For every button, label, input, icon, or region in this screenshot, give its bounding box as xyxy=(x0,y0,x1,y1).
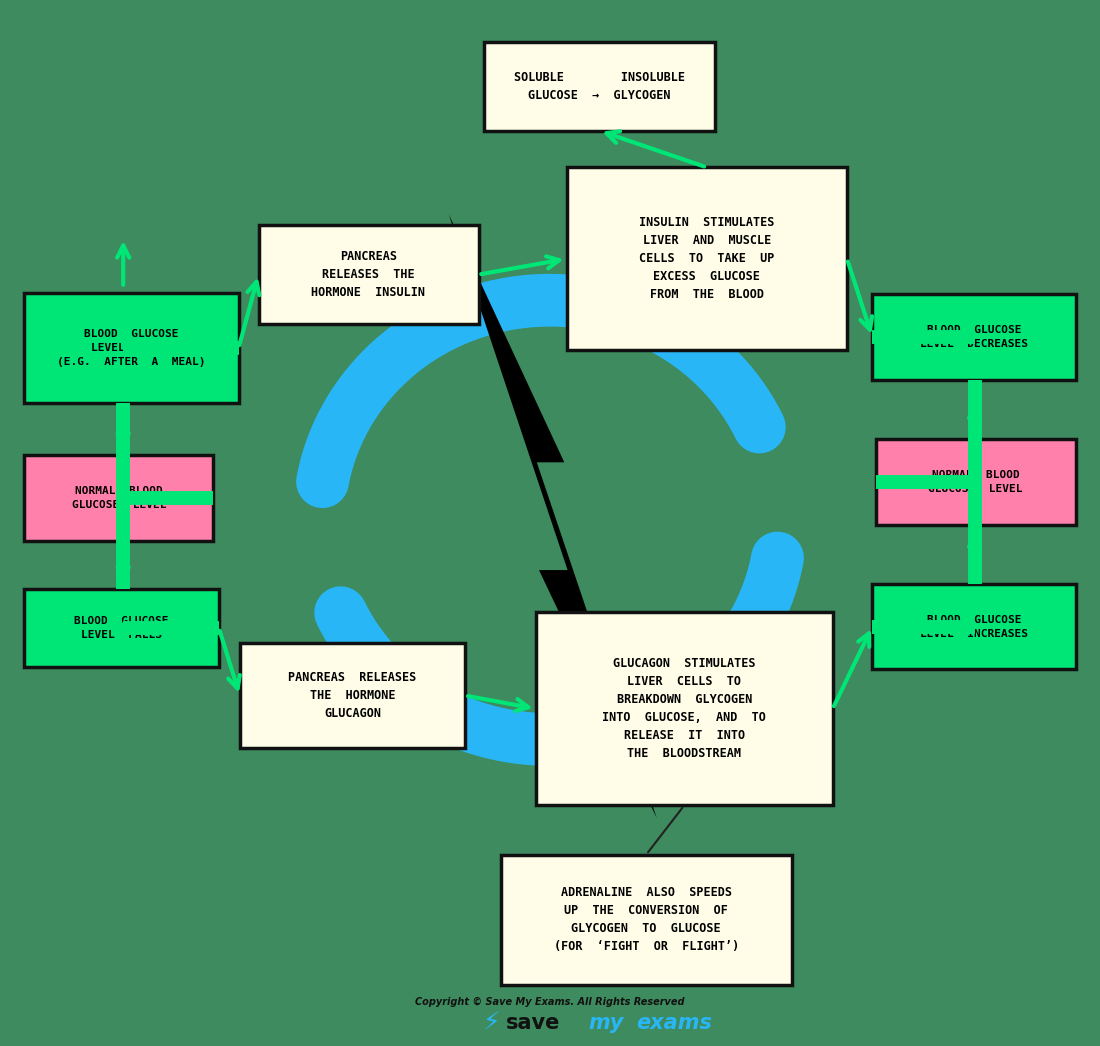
Text: my: my xyxy=(588,1013,624,1033)
Polygon shape xyxy=(449,214,657,818)
FancyBboxPatch shape xyxy=(536,612,833,805)
FancyBboxPatch shape xyxy=(24,293,239,403)
FancyBboxPatch shape xyxy=(876,439,1076,525)
Text: BLOOD  GLUCOSE
LEVEL  FALLS: BLOOD GLUCOSE LEVEL FALLS xyxy=(75,616,168,640)
Text: BLOOD  GLUCOSE
LEVEL  INCREASES: BLOOD GLUCOSE LEVEL INCREASES xyxy=(920,615,1028,638)
FancyBboxPatch shape xyxy=(24,455,213,541)
Text: exams: exams xyxy=(636,1013,712,1033)
Text: BLOOD  GLUCOSE
LEVEL  RISES
(E.G.  AFTER  A  MEAL): BLOOD GLUCOSE LEVEL RISES (E.G. AFTER A … xyxy=(57,328,206,367)
Text: NORMAL  BLOOD
GLUCOSE  LEVEL: NORMAL BLOOD GLUCOSE LEVEL xyxy=(928,471,1023,494)
FancyBboxPatch shape xyxy=(24,589,219,667)
FancyBboxPatch shape xyxy=(484,42,715,131)
FancyBboxPatch shape xyxy=(500,855,792,985)
FancyBboxPatch shape xyxy=(872,294,1076,380)
Text: PANCREAS  RELEASES
THE  HORMONE
GLUCAGON: PANCREAS RELEASES THE HORMONE GLUCAGON xyxy=(288,672,417,720)
Text: GLUCAGON  STIMULATES
LIVER  CELLS  TO
BREAKDOWN  GLYCOGEN
INTO  GLUCOSE,  AND  T: GLUCAGON STIMULATES LIVER CELLS TO BREAK… xyxy=(603,657,766,760)
Text: ADRENALINE  ALSO  SPEEDS
UP  THE  CONVERSION  OF
GLYCOGEN  TO  GLUCOSE
(FOR  ‘FI: ADRENALINE ALSO SPEEDS UP THE CONVERSION… xyxy=(553,886,739,954)
FancyBboxPatch shape xyxy=(258,225,478,324)
FancyBboxPatch shape xyxy=(566,167,847,350)
Text: Copyright © Save My Exams. All Rights Reserved: Copyright © Save My Exams. All Rights Re… xyxy=(416,997,684,1007)
Text: save: save xyxy=(506,1013,560,1033)
Text: ⚡: ⚡ xyxy=(483,1011,500,1034)
FancyBboxPatch shape xyxy=(240,643,465,748)
Text: PANCREAS
RELEASES  THE
HORMONE  INSULIN: PANCREAS RELEASES THE HORMONE INSULIN xyxy=(311,250,426,299)
Text: NORMAL  BLOOD
GLUCOSE  LEVEL: NORMAL BLOOD GLUCOSE LEVEL xyxy=(72,486,166,509)
FancyBboxPatch shape xyxy=(872,584,1076,669)
Text: INSULIN  STIMULATES
LIVER  AND  MUSCLE
CELLS  TO  TAKE  UP
EXCESS  GLUCOSE
FROM : INSULIN STIMULATES LIVER AND MUSCLE CELL… xyxy=(639,217,774,301)
Text: SOLUBLE        INSOLUBLE
GLUCOSE  →  GLYCOGEN: SOLUBLE INSOLUBLE GLUCOSE → GLYCOGEN xyxy=(514,71,685,101)
Text: BLOOD  GLUCOSE
LEVEL  DECREASES: BLOOD GLUCOSE LEVEL DECREASES xyxy=(920,325,1028,348)
